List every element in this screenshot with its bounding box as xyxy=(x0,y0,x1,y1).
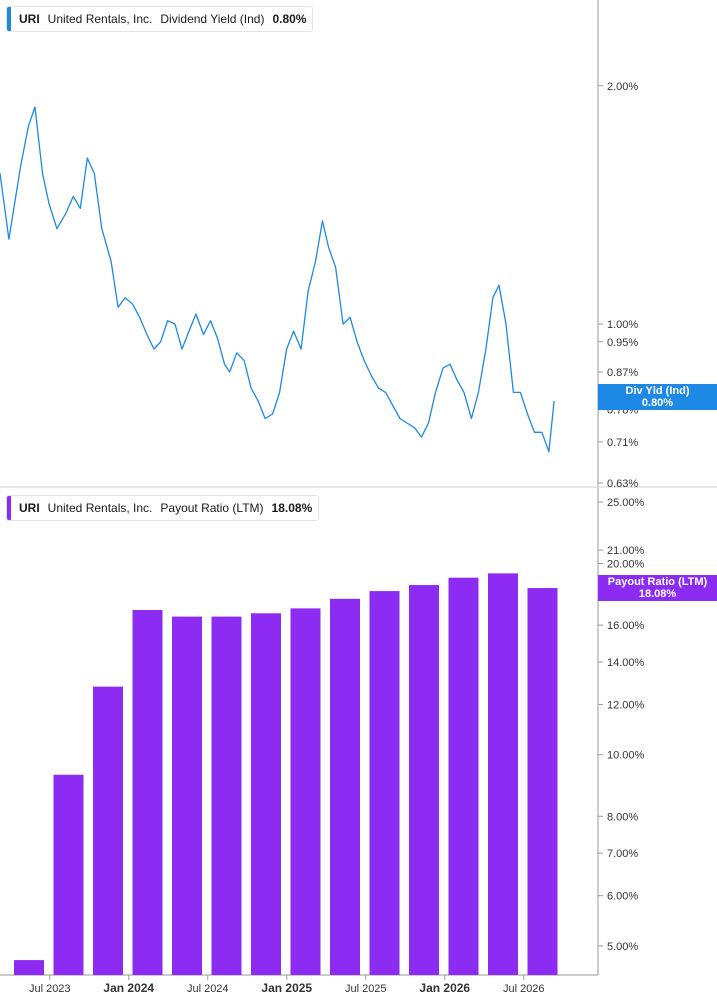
badge-value: 0.80% xyxy=(641,397,674,409)
x-tick-label: Jan 2026 xyxy=(419,981,470,995)
y-tick-label: 0.87% xyxy=(607,367,638,379)
dividend-yield-legend[interactable]: URI United Rentals, Inc. Dividend Yield … xyxy=(6,6,314,32)
payout-ratio-bar xyxy=(211,616,242,975)
y-tick-label: 8.00% xyxy=(607,811,638,823)
payout-ratio-bar xyxy=(527,588,558,975)
y-tick-label: 0.95% xyxy=(607,337,638,349)
legend-value: 18.08% xyxy=(271,501,313,515)
bar-series-swatch-icon xyxy=(7,496,11,520)
payout-ratio-bar xyxy=(369,591,400,975)
y-tick-label: 12.00% xyxy=(607,699,645,711)
y-tick-label: 21.00% xyxy=(607,545,645,557)
legend-company: United Rentals, Inc. xyxy=(47,12,153,26)
payout-ratio-bar xyxy=(93,686,123,975)
y-tick-label: 6.00% xyxy=(607,891,638,903)
badge-label: Div Yld (Ind) xyxy=(625,385,690,397)
y-tick-label: 5.00% xyxy=(607,941,638,953)
payout-ratio-bar xyxy=(132,610,163,975)
y-tick-label: 0.63% xyxy=(607,478,638,490)
payout-ratio-bar xyxy=(172,616,202,975)
y-tick-label: 16.00% xyxy=(607,620,645,632)
payout-ratio-current-badge: Payout Ratio (LTM) 18.08% xyxy=(598,575,717,601)
legend-metric: Payout Ratio (LTM) xyxy=(160,501,264,515)
y-tick-label: 2.00% xyxy=(607,81,638,93)
payout-ratio-bar xyxy=(14,960,44,975)
y-tick-label: 20.00% xyxy=(607,559,645,571)
x-tick-label: Jul 2024 xyxy=(187,983,229,995)
legend-company: United Rentals, Inc. xyxy=(47,501,153,515)
dividend-yield-current-badge: Div Yld (Ind) 0.80% xyxy=(598,384,717,410)
payout-ratio-bar xyxy=(290,608,321,975)
legend-ticker: URI xyxy=(19,12,40,26)
y-tick-label: 1.00% xyxy=(607,319,638,331)
legend-ticker: URI xyxy=(19,501,40,515)
badge-value: 18.08% xyxy=(638,588,677,600)
payout-ratio-bar xyxy=(409,585,439,975)
payout-ratio-bar xyxy=(251,613,281,975)
x-tick-label: Jan 2024 xyxy=(103,981,154,995)
legend-value: 0.80% xyxy=(272,12,307,26)
x-tick-label: Jan 2025 xyxy=(261,981,312,995)
payout-ratio-bar xyxy=(448,577,479,975)
payout-ratio-bar xyxy=(53,774,84,975)
payout-ratio-legend[interactable]: URI United Rentals, Inc. Payout Ratio (L… xyxy=(6,495,320,521)
line-series-swatch-icon xyxy=(7,7,11,31)
x-tick-label: Jul 2025 xyxy=(345,983,387,995)
y-tick-label: 25.00% xyxy=(607,497,645,509)
x-tick-label: Jul 2023 xyxy=(29,983,71,995)
badge-label: Payout Ratio (LTM) xyxy=(607,576,708,588)
y-tick-label: 10.00% xyxy=(607,750,645,762)
x-tick-label: Jul 2026 xyxy=(503,983,545,995)
legend-metric: Dividend Yield (Ind) xyxy=(160,12,265,26)
y-tick-label: 14.00% xyxy=(607,657,645,669)
dividend-yield-line xyxy=(0,106,555,453)
y-tick-label: 0.71% xyxy=(607,437,638,449)
payout-ratio-bar xyxy=(330,598,360,975)
payout-ratio-bar xyxy=(488,573,518,975)
y-tick-label: 7.00% xyxy=(607,848,638,860)
